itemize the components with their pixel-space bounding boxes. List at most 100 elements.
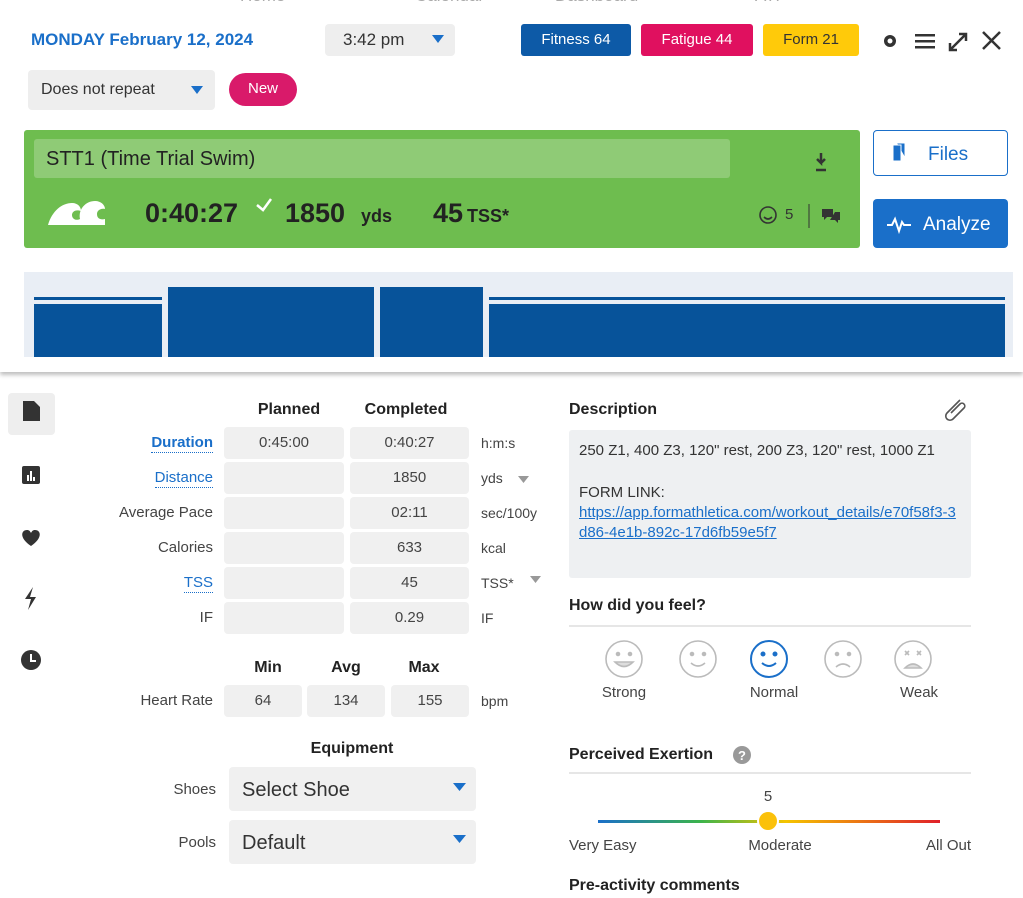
metric-unit: sec/100y: [481, 505, 538, 521]
title-bar[interactable]: [34, 139, 730, 178]
metric-value: 64: [254, 692, 272, 709]
metric-unit: IF: [481, 610, 494, 626]
metric-label[interactable]: Distance: [154, 469, 213, 488]
badge[interactable]: Fatigue 44: [641, 24, 753, 56]
metric-label: Heart Rate: [140, 692, 213, 709]
metric-value: 633: [396, 539, 423, 556]
metric-label[interactable]: TSS: [183, 574, 213, 593]
new-badge-label[interactable]: New: [247, 80, 279, 97]
column-header: Planned: [257, 401, 321, 418]
distance: 1850: [285, 198, 346, 228]
badge[interactable]: Fitness 64: [521, 24, 631, 56]
files-label[interactable]: Files: [928, 144, 969, 165]
section-title: Equipment: [310, 740, 394, 757]
slider-knob[interactable]: [757, 810, 779, 832]
metric-label: IF: [199, 609, 213, 626]
badge[interactable]: Form 21: [763, 24, 859, 56]
column-header: Completed: [364, 401, 448, 418]
metric-unit: kcal: [481, 540, 506, 556]
cell[interactable]: [224, 462, 344, 494]
cell[interactable]: [391, 685, 469, 717]
workout-title[interactable]: STT1 (Time Trial Swim): [46, 148, 256, 170]
select[interactable]: [229, 820, 476, 864]
select-value[interactable]: Default: [242, 832, 306, 854]
cell[interactable]: [224, 685, 302, 717]
exertion-slider[interactable]: [598, 820, 940, 823]
help-icon[interactable]: [733, 746, 751, 764]
column-header: Avg: [331, 659, 361, 676]
nav-link: ATP: [755, 0, 787, 8]
metric-label: Calories: [157, 539, 213, 556]
form-link-label: FORM LINK:: [579, 484, 665, 501]
metric-value: 02:11: [391, 504, 428, 521]
metric-unit: TSS*: [481, 575, 514, 591]
cell[interactable]: [350, 497, 469, 529]
feel-label: Strong: [601, 684, 647, 701]
cell[interactable]: [350, 462, 469, 494]
description-text: 250 Z1, 400 Z3, 120" rest, 200 Z3, 120" …: [579, 441, 963, 543]
nav-link: Dashboard: [555, 0, 638, 8]
sidebar-icons: [21, 401, 41, 670]
feel-faces[interactable]: [605, 640, 932, 678]
metric-value: 45: [401, 574, 418, 591]
field-label: Shoes: [173, 781, 216, 798]
metric-value: 0.29: [394, 609, 425, 626]
new-badge[interactable]: [229, 73, 297, 106]
section-title: How did you feel?: [569, 597, 706, 614]
description-body: 250 Z1, 400 Z3, 120" rest, 200 Z3, 120" …: [579, 442, 935, 459]
nav-link: Calendar: [415, 0, 484, 8]
files-button[interactable]: [873, 130, 1008, 176]
feel-label: Normal: [749, 684, 799, 701]
nav-link: Home: [240, 0, 285, 8]
tss: 45: [433, 198, 464, 228]
duration: 0:40:27: [145, 198, 239, 228]
analyze-label[interactable]: Analyze: [923, 214, 991, 235]
select[interactable]: [229, 767, 476, 811]
distance-unit: yds: [361, 206, 393, 226]
date: MONDAY February 12, 2024: [31, 30, 254, 49]
metric-label: Average Pace: [119, 504, 213, 521]
field-label: Pools: [178, 834, 216, 851]
column-header: Min: [254, 659, 282, 676]
cell[interactable]: [224, 532, 344, 564]
metric-value: 155: [417, 692, 443, 709]
feel-label: Weak: [899, 684, 939, 701]
cell[interactable]: [350, 427, 469, 459]
section-title: Description: [569, 401, 658, 418]
tss-unit: TSS*: [467, 206, 510, 226]
column-header: Max: [408, 659, 440, 676]
section-title: Pre-activity comments: [569, 877, 740, 894]
cell[interactable]: [350, 602, 469, 634]
cell[interactable]: [350, 532, 469, 564]
repeat-select[interactable]: [28, 70, 215, 110]
time[interactable]: 3:42 pm: [343, 30, 405, 49]
metric-value: 0:40:27: [384, 434, 435, 451]
caret-gray: [518, 476, 541, 583]
section-title: Perceived Exertion: [569, 746, 714, 763]
cell[interactable]: [224, 602, 344, 634]
svg-text:?: ?: [738, 748, 746, 763]
repeat-label[interactable]: Does not repeat: [41, 81, 155, 98]
active-tab[interactable]: [8, 393, 55, 435]
form-link[interactable]: https://app.formathletica.com/workout_de…: [579, 504, 956, 541]
comment-count: 5: [785, 206, 794, 223]
exertion-label: Moderate: [748, 837, 812, 854]
exertion-label: Very Easy: [569, 837, 637, 854]
metric-value: 1850: [392, 469, 427, 486]
cell[interactable]: [307, 685, 385, 717]
metric-value: 0:45:00: [258, 434, 310, 451]
exertion-label: All Out: [925, 837, 971, 854]
cell[interactable]: [350, 567, 469, 599]
metric-unit: h:m:s: [481, 435, 516, 451]
cell[interactable]: [224, 427, 344, 459]
metric-unit: yds: [481, 470, 503, 486]
metric-unit: bpm: [481, 693, 509, 709]
paperclip-icon: [944, 399, 966, 422]
exertion-value: 5: [763, 788, 773, 805]
metric-label[interactable]: Duration: [151, 434, 213, 453]
cell[interactable]: [224, 497, 344, 529]
cell[interactable]: [224, 567, 344, 599]
metric-value: 134: [333, 692, 359, 709]
select-value[interactable]: Select Shoe: [242, 779, 350, 801]
